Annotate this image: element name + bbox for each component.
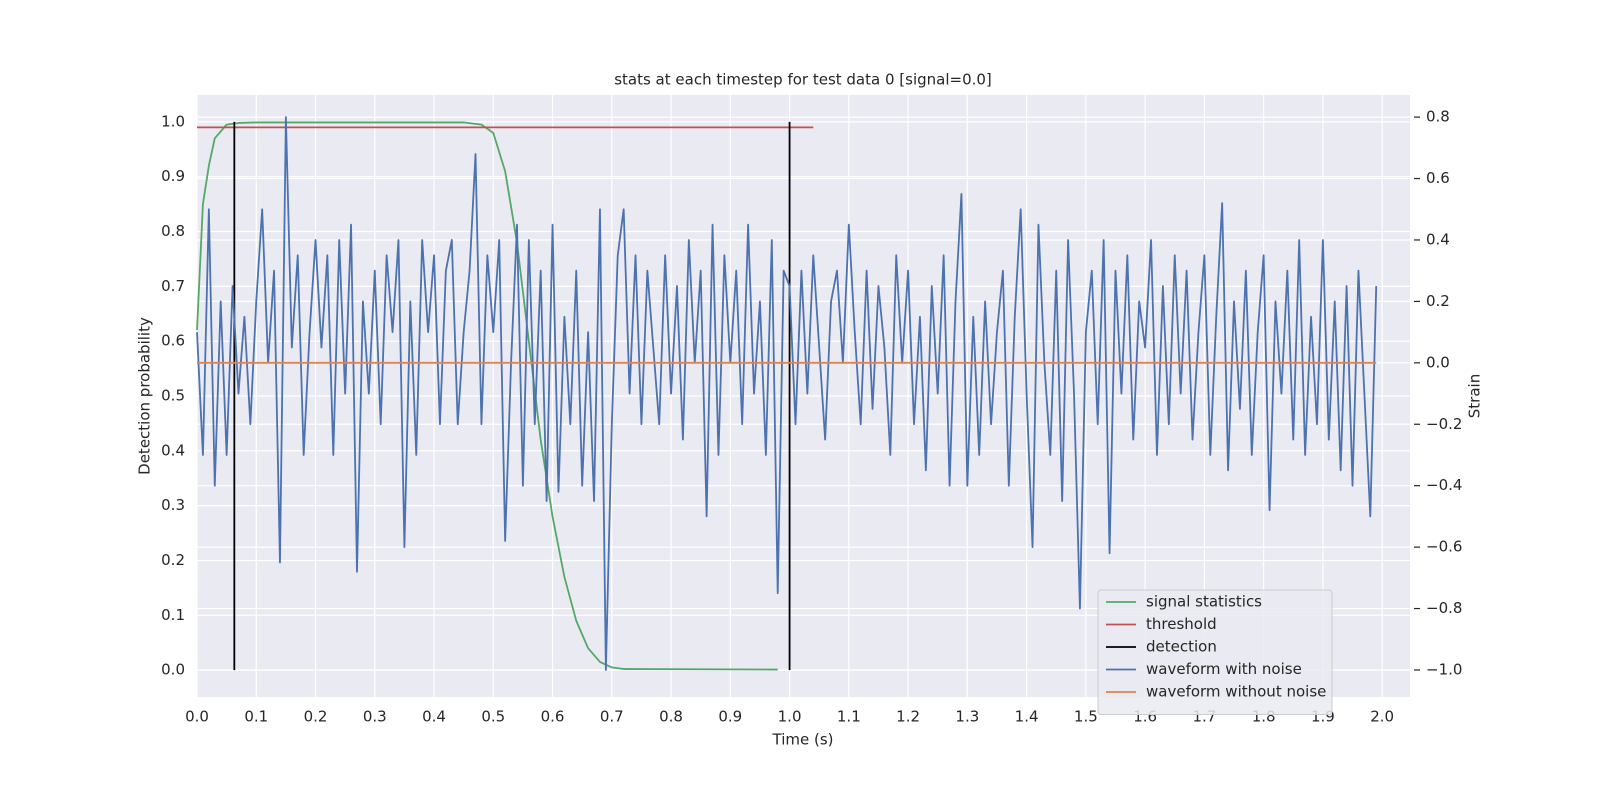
x-tick-label: 1.1 [837, 708, 861, 726]
chart-title: stats at each timestep for test data 0 [… [614, 71, 992, 89]
legend: signal statistics threshold detection wavef… [1097, 589, 1333, 715]
y2-tick-label: 0.6 [1426, 169, 1450, 187]
x-tick-label: 0.7 [600, 708, 624, 726]
legend-label: detection [1146, 638, 1217, 656]
x-tick-label: 0.4 [422, 708, 446, 726]
series-line [196, 116, 1378, 671]
y-tick-label: 0.5 [161, 387, 185, 405]
y2-axis-label: Strain [1466, 374, 1484, 418]
x-tick-label: 0.1 [244, 708, 268, 726]
y2-tick-label: −0.8 [1426, 599, 1462, 617]
y-axis-label: Detection probability [136, 317, 154, 475]
x-tick-label: 1.5 [1074, 708, 1098, 726]
series-line [196, 121, 778, 671]
y-tick-label: 0.6 [161, 332, 185, 350]
y-tick-label: 0.3 [161, 496, 185, 514]
y-tick-label: 0.7 [161, 277, 185, 295]
y2-tick-label: 0.0 [1426, 353, 1450, 371]
y-tick-label: 0.8 [161, 222, 185, 240]
x-tick-label: 1.2 [896, 708, 920, 726]
y-tick-label: 0.0 [161, 661, 185, 679]
y-tick-label: 0.9 [161, 167, 185, 185]
y-tick-label: 0.4 [161, 441, 185, 459]
legend-label: threshold [1146, 615, 1217, 633]
legend-label: waveform with noise [1146, 660, 1302, 678]
x-tick-label: 0.9 [718, 708, 742, 726]
x-tick-label: 0.6 [541, 708, 565, 726]
x-tick-label: 0.5 [481, 708, 505, 726]
legend-label: signal statistics [1146, 593, 1262, 611]
y2-tick-label: −0.4 [1426, 476, 1462, 494]
y-tick-label: 0.1 [161, 606, 185, 624]
y2-tick-label: 0.8 [1426, 108, 1450, 126]
x-tick-label: 0.2 [304, 708, 328, 726]
x-tick-label: 1.4 [1015, 708, 1039, 726]
x-tick-label: 1.3 [955, 708, 979, 726]
x-axis-label: Time (s) [772, 731, 834, 749]
x-tick-label: 0.3 [363, 708, 387, 726]
x-tick-label: 0.0 [185, 708, 209, 726]
legend-label: waveform without noise [1146, 683, 1326, 701]
y2-tick-label: −0.2 [1426, 415, 1462, 433]
y2-tick-label: 0.4 [1426, 230, 1450, 248]
y-tick-label: 0.2 [161, 551, 185, 569]
lines [196, 116, 1378, 671]
x-tick-label: 2.0 [1370, 708, 1394, 726]
x-tick-label: 1.0 [778, 708, 802, 726]
x-tick-label: 0.8 [659, 708, 683, 726]
y-tick-label: 1.0 [161, 112, 185, 130]
y2-tick-label: −1.0 [1426, 660, 1462, 678]
legend-box [1097, 589, 1333, 715]
y2-tick-label: 0.2 [1426, 292, 1450, 310]
y2-tick-label: −0.6 [1426, 538, 1462, 556]
